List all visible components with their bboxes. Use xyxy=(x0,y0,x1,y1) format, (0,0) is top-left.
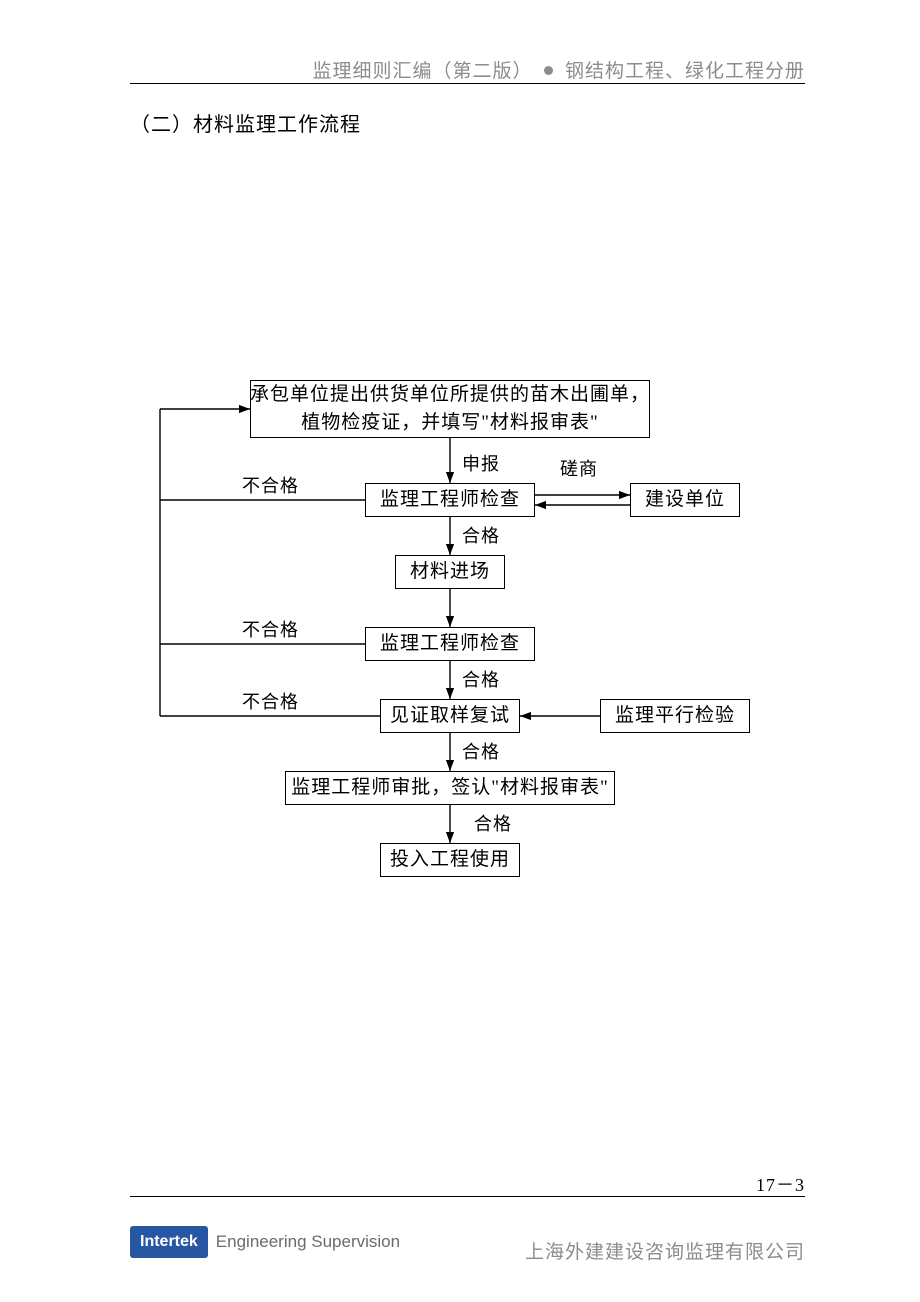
footer-logo-text: Engineering Supervision xyxy=(216,1232,400,1252)
header-rule xyxy=(130,83,805,84)
header-right: 钢结构工程、绿化工程分册 xyxy=(565,61,805,82)
page: 监理细则汇编（第二版） 钢结构工程、绿化工程分册 （二）材料监理工作流程 承包单… xyxy=(0,0,920,1302)
footer-company: 上海外建建设咨询监理有限公司 xyxy=(525,1237,805,1264)
footer-logo: Intertek Engineering Supervision xyxy=(130,1226,400,1258)
header-left: 监理细则汇编（第二版） xyxy=(312,61,532,82)
intertek-badge: Intertek xyxy=(130,1226,208,1258)
section-title: （二）材料监理工作流程 xyxy=(130,108,361,137)
flow-edges xyxy=(130,380,810,920)
flowchart: 承包单位提出供货单位所提供的苗木出圃单，植物检疫证，并填写"材料报审表"监理工程… xyxy=(130,380,810,920)
footer-rule xyxy=(130,1196,805,1197)
page-header: 监理细则汇编（第二版） 钢结构工程、绿化工程分册 xyxy=(312,56,805,83)
bullet-icon xyxy=(544,66,553,75)
page-number: 17－3 xyxy=(756,1171,805,1197)
